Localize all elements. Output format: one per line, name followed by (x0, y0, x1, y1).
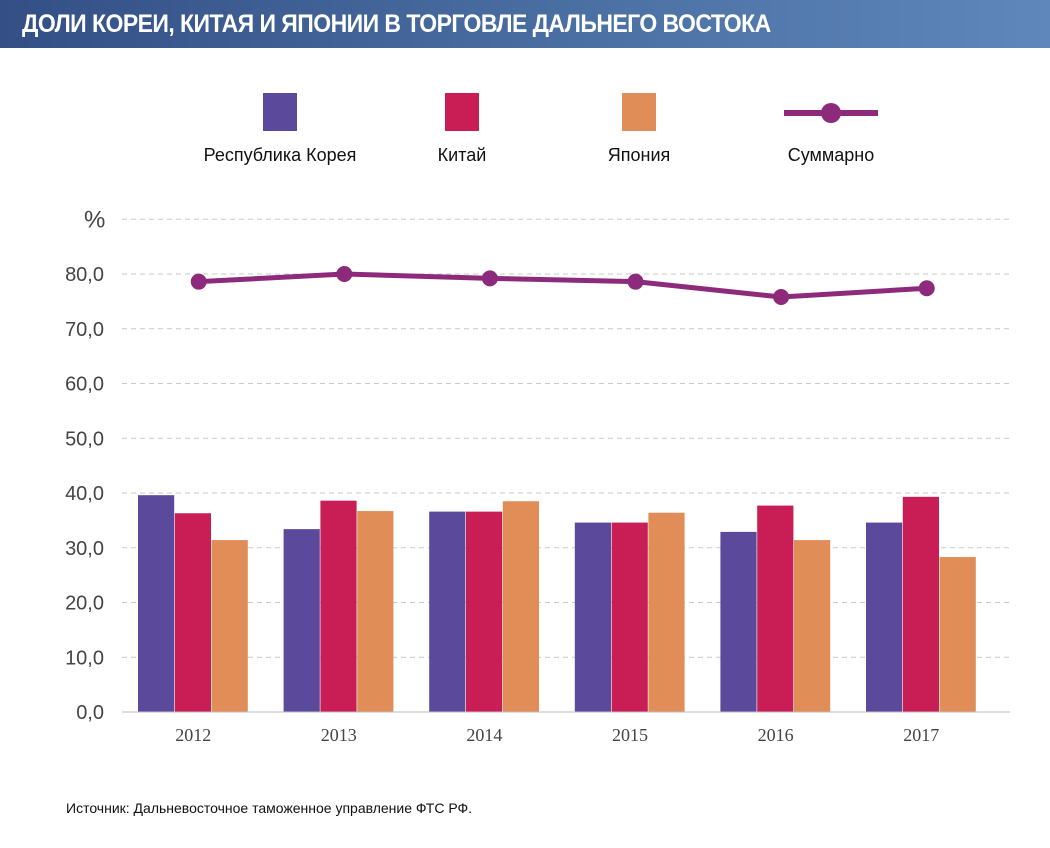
bar (939, 557, 976, 712)
legend-label: Япония (608, 145, 671, 165)
line-point (918, 280, 935, 297)
title-bar: ДОЛИ КОРЕИ, КИТАЯ И ЯПОНИИ В ТОРГОВЛЕ ДА… (0, 0, 1050, 48)
chart-title: ДОЛИ КОРЕИ, КИТАЯ И ЯПОНИИ В ТОРГОВЛЕ ДА… (22, 10, 771, 38)
y-tick-label: 50,0 (65, 428, 104, 450)
bar (357, 511, 394, 712)
legend-label: Китай (438, 145, 487, 165)
bar (757, 505, 794, 712)
bar (466, 511, 503, 712)
y-tick-label: 20,0 (65, 593, 104, 615)
bar (611, 522, 648, 712)
x-tick-label: 2017 (903, 725, 939, 745)
series-line-summary (198, 271, 927, 300)
legend-swatch (445, 93, 479, 131)
bar (174, 513, 211, 712)
bar (866, 522, 903, 712)
chart: 0,0 10,0 20,0 30,0 40,0 50,0 60,0 70,0 80,0% 2012… (65, 93, 1010, 745)
x-tick-label: 2015 (612, 725, 648, 745)
y-axis-label: % (84, 206, 105, 233)
bar (902, 496, 939, 712)
y-tick-label: 80,0 (65, 264, 104, 286)
x-tick-label: 2013 (321, 725, 357, 745)
y-tick-label: 40,0 (65, 483, 104, 505)
bar (794, 540, 831, 712)
line-point (190, 273, 207, 290)
legend-swatch (622, 93, 656, 131)
y-tick-label: 60,0 (65, 374, 104, 396)
line-point (336, 266, 353, 282)
x-tick-label: 2016 (758, 725, 794, 745)
legend-marker (821, 103, 841, 123)
y-tick-label: 0,0 (76, 702, 104, 724)
line-point (481, 270, 498, 287)
legend-swatch (263, 93, 297, 131)
y-tick-label: 30,0 (65, 538, 104, 560)
bar (138, 495, 175, 712)
line-point (773, 288, 790, 305)
bar (320, 500, 357, 712)
source-note: Источник: Дальневосточное таможенное упр… (66, 800, 473, 816)
x-tick-label: 2012 (175, 725, 211, 745)
bar (429, 511, 466, 712)
bar (211, 540, 248, 712)
bar (648, 512, 685, 712)
line-point (627, 273, 644, 290)
legend-label: Республика Корея (204, 145, 357, 165)
bar (502, 501, 539, 712)
x-tick-label: 2014 (466, 725, 502, 745)
bar (574, 522, 611, 712)
bar (720, 531, 757, 712)
y-tick-label: 10,0 (65, 647, 104, 669)
y-tick-label: 70,0 (65, 319, 104, 341)
legend-label: Суммарно (788, 145, 875, 165)
bar (283, 529, 320, 712)
